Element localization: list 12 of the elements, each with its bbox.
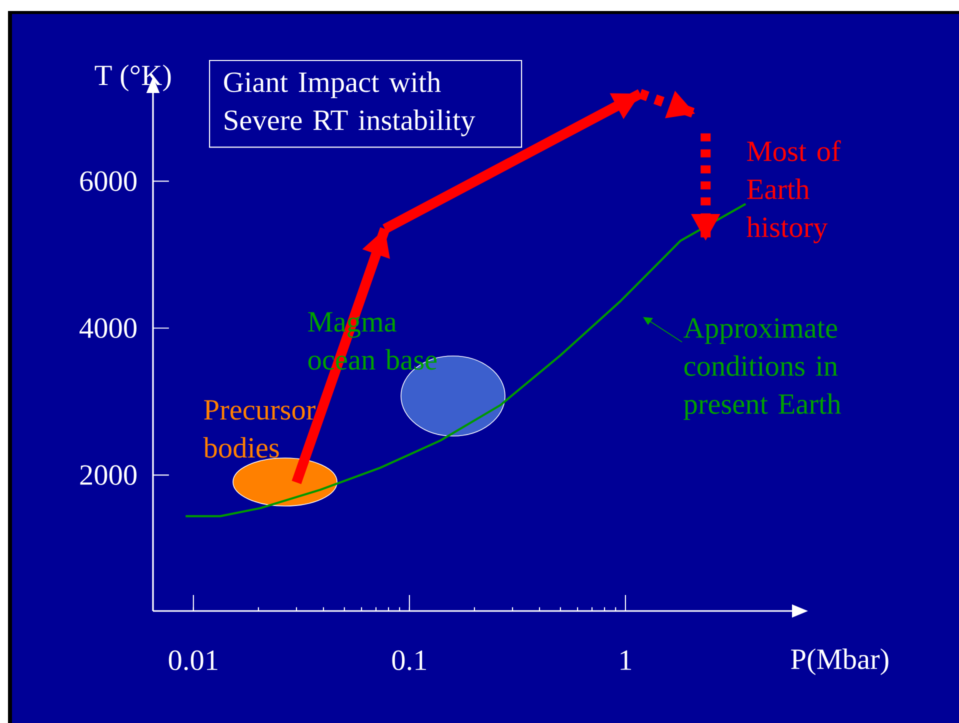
y-tick-label: 4000 <box>80 318 136 338</box>
y-tick-label: 2000 <box>80 465 136 485</box>
x-tick-label: 0.1 <box>392 650 426 670</box>
annotation: Approximate conditions in present Earth <box>684 318 841 420</box>
annotation: Precursor bodies <box>203 400 316 458</box>
x-axis-title: P(Mbar) <box>791 648 888 676</box>
y-axis-title: T (°K) <box>94 64 171 92</box>
y-tick-label: 6000 <box>80 171 136 192</box>
annotation: Most of Earth history <box>746 140 841 244</box>
annotation: Giant Impact with Severe RT instability <box>224 72 476 136</box>
x-tick-label: 0.01 <box>168 650 218 670</box>
x-tick-label: 1 <box>620 650 632 670</box>
